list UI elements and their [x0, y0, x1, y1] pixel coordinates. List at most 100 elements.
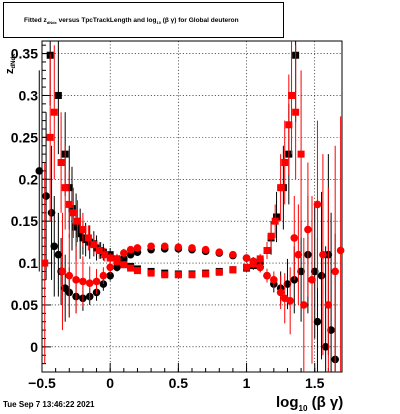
chart-title: Fitted zdNdx versus TpcTrackLength and l…: [24, 17, 239, 25]
x-tick-label: 0: [106, 375, 114, 391]
data-point-square: [41, 259, 49, 267]
title-suffix: (β γ) for Global deuteron: [162, 17, 239, 24]
data-point-circle: [286, 296, 294, 305]
data-point-square: [288, 91, 296, 99]
data-point-circle: [35, 167, 44, 175]
data-point-square: [277, 184, 285, 192]
x-tick-label: −0.5: [28, 375, 56, 391]
data-point-circle: [321, 343, 330, 351]
data-point-square: [72, 223, 80, 231]
data-point-circle: [92, 277, 101, 286]
title-z-symbol: z: [43, 17, 47, 24]
y-tick-label: 0.1: [19, 255, 39, 271]
data-point-circle: [283, 280, 292, 288]
data-point-square: [297, 150, 305, 158]
data-point-square: [84, 234, 92, 242]
y-tick-label: 0.25: [11, 129, 38, 145]
data-point-circle: [308, 276, 316, 284]
x-axis-title-rest: (β γ): [311, 394, 344, 411]
data-point-circle: [126, 245, 135, 254]
data-point-circle: [215, 248, 224, 256]
data-point-square: [161, 271, 169, 279]
data-point-circle: [99, 280, 108, 288]
data-point-circle: [160, 242, 169, 251]
data-point-circle: [174, 243, 183, 251]
data-point-square: [273, 213, 281, 221]
data-point-square: [54, 91, 62, 99]
data-point-square: [46, 133, 54, 141]
data-point-circle: [270, 276, 278, 284]
data-point-square: [90, 241, 98, 249]
data-point-square: [73, 217, 81, 225]
data-point-circle: [120, 249, 128, 257]
data-point-square: [76, 230, 84, 238]
data-point-circle: [106, 271, 114, 280]
data-point-square: [95, 246, 103, 254]
data-point-circle: [72, 276, 80, 284]
data-point-circle: [313, 317, 322, 326]
x-tick-label: 0.5: [169, 375, 189, 391]
data-point-square: [271, 217, 279, 225]
data-point-square: [281, 159, 289, 167]
data-point-circle: [50, 242, 59, 251]
title-z-subscript: dNdx: [46, 20, 57, 25]
data-point-square: [256, 255, 264, 263]
data-point-circle: [229, 250, 237, 259]
chart-title-box: Fitted zdNdx versus TpcTrackLength and l…: [3, 2, 284, 38]
data-point-circle: [79, 277, 87, 286]
data-point-circle: [310, 267, 319, 276]
data-point-square: [243, 263, 251, 271]
data-point-square: [57, 159, 65, 167]
data-point-square: [127, 264, 135, 272]
timestamp-footer: Tue Sep 7 13:46:22 2021: [3, 400, 95, 409]
data-point-square: [267, 232, 275, 240]
data-point-circle: [188, 244, 196, 252]
data-point-circle: [147, 242, 155, 251]
x-axis-title-sub: 10: [298, 404, 308, 413]
data-point-square: [86, 238, 94, 246]
data-point-square: [69, 209, 77, 217]
data-point-circle: [106, 263, 114, 272]
data-point-circle: [201, 245, 210, 254]
y-tick-label: 0.3: [19, 87, 39, 103]
data-point-square: [68, 205, 76, 213]
data-point-circle: [263, 271, 271, 280]
data-point-circle: [290, 234, 299, 242]
data-point-circle: [65, 271, 74, 280]
data-point-square: [174, 271, 182, 279]
data-point-square: [188, 271, 196, 279]
data-point-circle: [242, 254, 251, 262]
data-point-square: [106, 254, 114, 262]
data-point-circle: [47, 208, 56, 217]
title-log-subscript: 10: [156, 20, 161, 25]
data-point-square: [120, 261, 128, 269]
plot-frame: [41, 40, 343, 373]
y-tick-label: 0.05: [11, 297, 38, 313]
data-point-circle: [319, 250, 327, 259]
data-point-circle: [327, 326, 335, 334]
data-point-circle: [317, 271, 326, 280]
x-tick-label: 1.5: [305, 375, 325, 391]
data-point-circle: [133, 244, 142, 252]
data-point-square: [101, 251, 109, 259]
data-point-circle: [113, 263, 121, 272]
data-point-circle: [120, 255, 128, 263]
data-point-circle: [294, 250, 303, 259]
data-point-square: [147, 269, 155, 277]
data-point-circle: [42, 192, 50, 200]
data-point-circle: [297, 267, 305, 276]
y-axis-title-main: z: [4, 68, 16, 75]
data-point-square: [65, 200, 73, 208]
title-prefix: Fitted: [24, 17, 42, 24]
data-point-circle: [300, 301, 308, 309]
data-point-circle: [324, 301, 333, 309]
data-point-square: [263, 246, 271, 254]
data-point-circle: [313, 200, 322, 209]
y-axis-title-sub: dNdx: [11, 53, 17, 69]
y-axis-title: zdNdx: [4, 53, 17, 75]
data-point-circle: [54, 250, 63, 259]
data-point-circle: [113, 255, 121, 263]
data-point-square: [61, 184, 69, 192]
x-axis-title: log10 (β γ): [276, 394, 344, 413]
